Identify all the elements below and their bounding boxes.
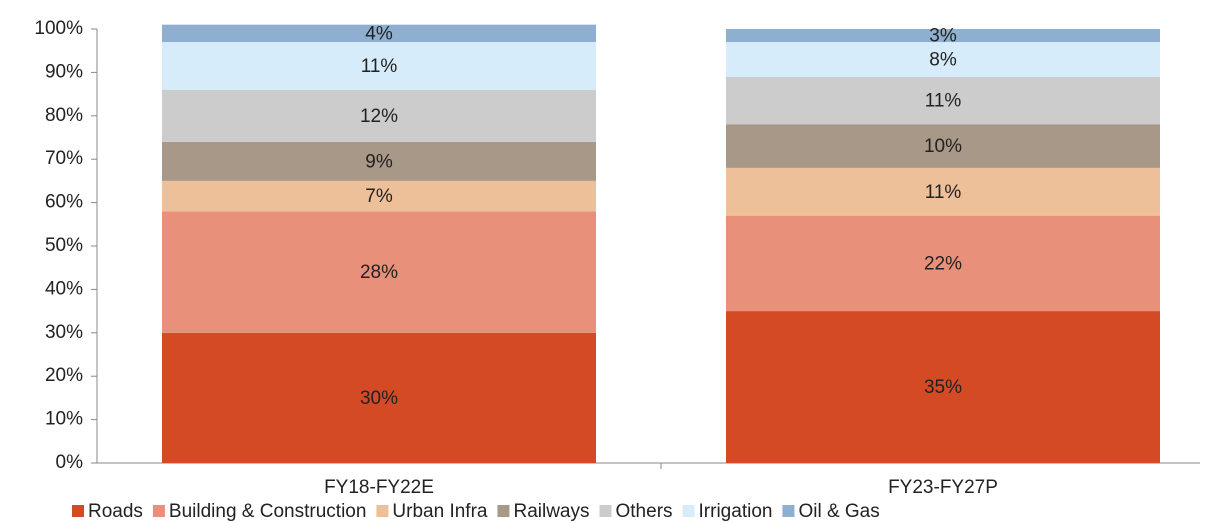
legend-swatch — [72, 505, 84, 517]
bar-segment — [162, 89, 596, 142]
y-tick-label: 80% — [45, 105, 83, 126]
data-label: 11% — [925, 91, 962, 112]
data-label: 10% — [924, 136, 962, 157]
legend-label: Oil & Gas — [798, 501, 879, 522]
y-tick-label: 90% — [45, 61, 83, 82]
data-label: 22% — [924, 253, 962, 274]
y-tick-label: 50% — [45, 235, 83, 256]
y-tick-label: 0% — [56, 452, 84, 473]
bar-segment — [162, 24, 596, 43]
y-tick-label: 10% — [45, 409, 83, 430]
bar-segment — [726, 311, 1160, 463]
bar-segment — [726, 215, 1160, 312]
y-tick-label: 60% — [45, 192, 83, 213]
y-tick-label: 40% — [45, 278, 83, 299]
data-label: 28% — [360, 262, 398, 283]
legend-swatch — [376, 505, 389, 517]
legend-label: Urban Infra — [392, 501, 487, 522]
data-label: 11% — [925, 182, 962, 203]
y-tick-label: 100% — [34, 18, 83, 39]
bar-segment — [726, 76, 1160, 125]
y-tick-label: 70% — [45, 148, 83, 169]
y-tick-label: 20% — [45, 365, 83, 386]
legend-label: Roads — [88, 501, 143, 522]
data-label: 4% — [365, 23, 393, 44]
bar-segment — [162, 42, 596, 90]
bar-segment — [726, 42, 1160, 77]
data-label: 35% — [924, 377, 962, 398]
data-label: 9% — [365, 151, 393, 172]
x-tick-label: FY23-FY27P — [888, 477, 998, 498]
data-label: 11% — [361, 56, 398, 77]
legend-label: Building & Construction — [169, 501, 367, 522]
data-label: 12% — [360, 106, 398, 127]
legend-swatch — [782, 505, 795, 517]
bar-segment — [162, 332, 596, 463]
legend-swatch — [152, 505, 165, 517]
legend-label: Others — [616, 501, 673, 522]
bar-segment — [162, 141, 596, 181]
x-tick-label: FY18-FY22E — [324, 477, 434, 498]
bar-segment — [162, 180, 596, 212]
bar-segment — [162, 211, 596, 333]
data-label: 8% — [929, 49, 957, 70]
bar-segment — [726, 29, 1160, 43]
legend-label: Irrigation — [699, 501, 773, 522]
y-tick-label: 30% — [45, 322, 83, 343]
legend-swatch — [497, 505, 510, 517]
bar-segment — [726, 124, 1160, 168]
legend-swatch — [682, 505, 695, 517]
legend-label: Railways — [513, 501, 589, 522]
bar-segment — [726, 167, 1160, 216]
data-label: 3% — [929, 26, 957, 47]
legend-swatch — [599, 505, 612, 517]
data-label: 7% — [365, 186, 393, 207]
data-label: 30% — [360, 388, 398, 409]
